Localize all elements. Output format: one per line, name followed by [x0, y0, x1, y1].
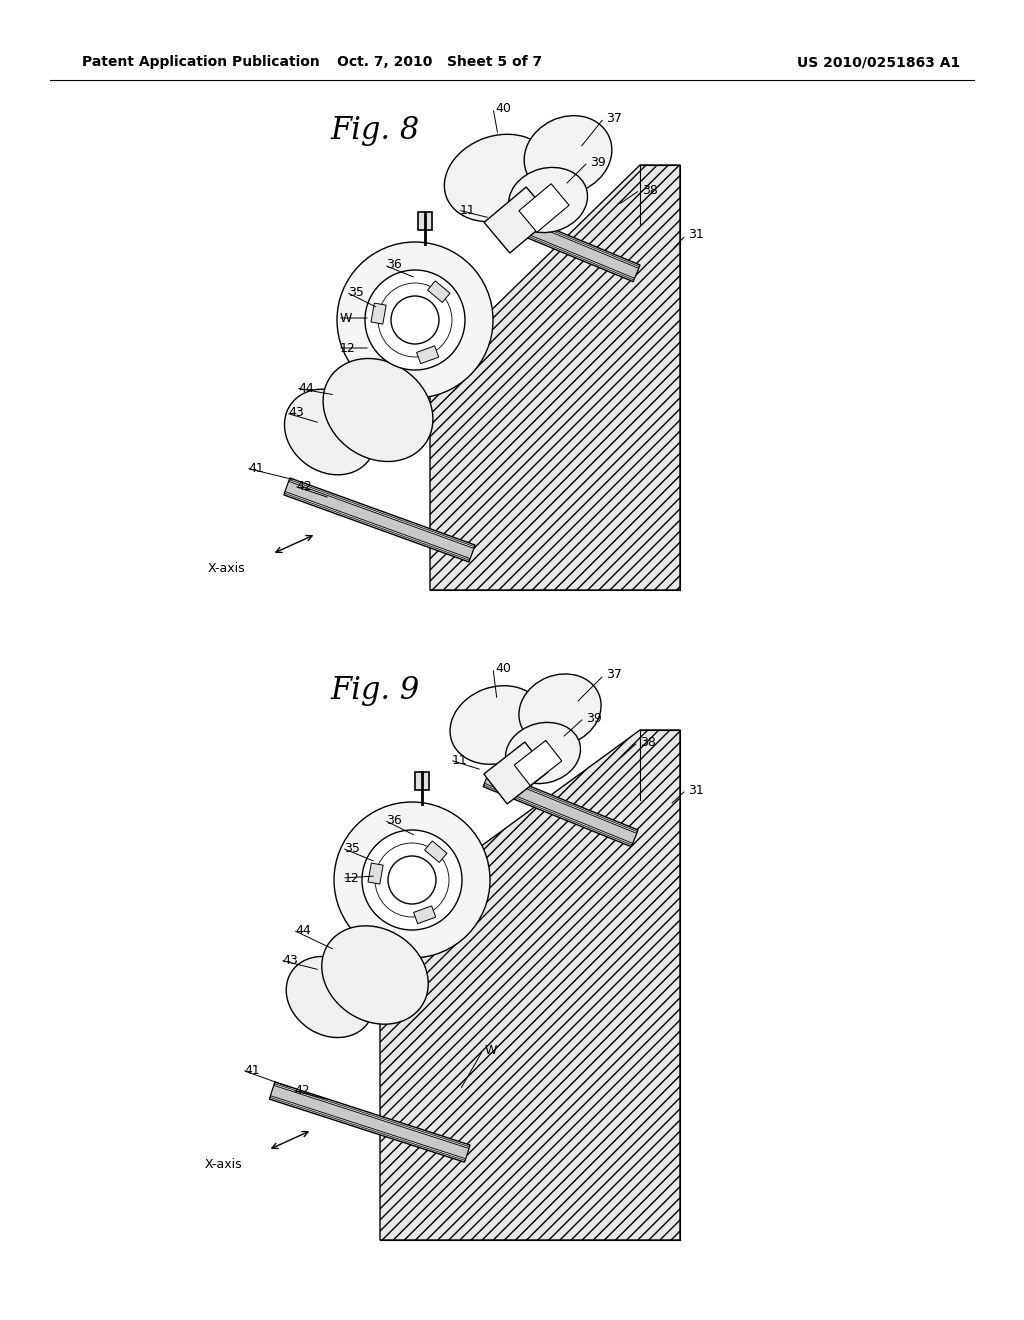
Polygon shape: [514, 741, 562, 785]
Text: 42: 42: [296, 479, 311, 492]
Polygon shape: [488, 205, 640, 281]
Text: 42: 42: [294, 1084, 309, 1097]
Text: 35: 35: [344, 842, 359, 854]
Circle shape: [334, 803, 490, 958]
Text: W: W: [485, 1044, 498, 1056]
Polygon shape: [430, 165, 680, 590]
Ellipse shape: [509, 168, 588, 232]
Text: Fig. 8: Fig. 8: [330, 115, 419, 145]
Text: Fig. 9: Fig. 9: [330, 675, 419, 705]
Ellipse shape: [324, 359, 433, 462]
Polygon shape: [269, 1082, 470, 1162]
Text: 41: 41: [244, 1064, 260, 1077]
Text: 36: 36: [386, 259, 401, 272]
Text: W: W: [340, 312, 352, 325]
Polygon shape: [484, 774, 637, 843]
Bar: [418, 213, 432, 230]
Polygon shape: [380, 730, 680, 1239]
Text: 11: 11: [460, 203, 476, 216]
Bar: [415, 772, 429, 789]
Text: 12: 12: [344, 871, 359, 884]
Circle shape: [365, 271, 465, 370]
Text: 31: 31: [688, 784, 703, 796]
Text: 39: 39: [586, 711, 602, 725]
Text: Oct. 7, 2010   Sheet 5 of 7: Oct. 7, 2010 Sheet 5 of 7: [338, 55, 543, 69]
Polygon shape: [285, 482, 474, 558]
Polygon shape: [484, 187, 552, 253]
Text: 39: 39: [590, 156, 606, 169]
Text: X-axis: X-axis: [205, 1158, 243, 1171]
Text: 41: 41: [248, 462, 264, 474]
Polygon shape: [371, 304, 386, 325]
Text: 36: 36: [386, 813, 401, 826]
Polygon shape: [425, 841, 447, 862]
Ellipse shape: [524, 116, 611, 194]
Text: 38: 38: [640, 735, 656, 748]
Circle shape: [391, 296, 439, 345]
Polygon shape: [428, 281, 450, 302]
Text: 37: 37: [606, 111, 622, 124]
Text: 35: 35: [348, 285, 364, 298]
Polygon shape: [483, 742, 548, 804]
Polygon shape: [414, 906, 436, 924]
Polygon shape: [284, 478, 475, 562]
Text: 44: 44: [298, 381, 313, 395]
Text: Patent Application Publication: Patent Application Publication: [82, 55, 319, 69]
Circle shape: [362, 830, 462, 931]
Polygon shape: [417, 346, 438, 364]
Text: 38: 38: [642, 183, 657, 197]
Ellipse shape: [519, 675, 601, 746]
Ellipse shape: [322, 925, 428, 1024]
Text: 40: 40: [495, 102, 511, 115]
Text: 43: 43: [282, 953, 298, 966]
Circle shape: [388, 855, 436, 904]
Text: 31: 31: [688, 228, 703, 242]
Text: 43: 43: [288, 407, 304, 420]
Text: US 2010/0251863 A1: US 2010/0251863 A1: [797, 55, 961, 69]
Polygon shape: [489, 209, 639, 279]
Text: 44: 44: [295, 924, 310, 936]
Polygon shape: [483, 770, 638, 846]
Polygon shape: [519, 183, 569, 232]
Text: 12: 12: [340, 342, 355, 355]
Polygon shape: [368, 863, 383, 884]
Polygon shape: [270, 1085, 469, 1159]
Ellipse shape: [287, 957, 374, 1038]
Text: 37: 37: [606, 668, 622, 681]
Circle shape: [337, 242, 493, 399]
Text: 40: 40: [495, 661, 511, 675]
Ellipse shape: [451, 685, 544, 764]
Ellipse shape: [285, 389, 376, 475]
Text: 11: 11: [452, 754, 468, 767]
Text: X-axis: X-axis: [208, 561, 246, 574]
Ellipse shape: [506, 722, 581, 784]
Ellipse shape: [444, 135, 552, 222]
